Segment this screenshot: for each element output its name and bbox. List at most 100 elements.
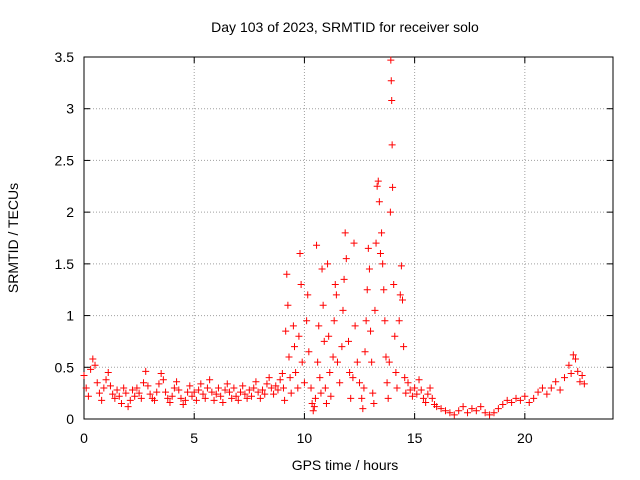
x-axis-label: GPS time / hours [292, 457, 399, 473]
data-point [325, 332, 333, 340]
data-point [263, 380, 271, 388]
data-point [221, 386, 229, 394]
data-point [380, 286, 388, 294]
data-point [433, 403, 441, 411]
data-point [347, 394, 355, 402]
data-point [383, 379, 391, 387]
data-point [543, 390, 551, 398]
data-point [508, 398, 516, 406]
data-point [525, 398, 533, 406]
data-point [261, 390, 269, 398]
data-point [285, 353, 293, 361]
data-point [327, 392, 335, 400]
data-point [446, 409, 454, 417]
data-point [387, 77, 395, 85]
data-point [303, 317, 311, 325]
data-point [309, 407, 317, 415]
data-point [168, 392, 176, 400]
data-point [472, 407, 480, 415]
data-point [331, 281, 339, 289]
data-point [274, 386, 282, 394]
data-point [300, 379, 308, 387]
data-point [408, 392, 416, 400]
data-point [310, 403, 318, 411]
data-point [155, 380, 163, 388]
data-point [494, 405, 502, 413]
data-point [426, 384, 434, 392]
data-point [290, 343, 298, 351]
data-point [552, 378, 560, 386]
data-point [512, 394, 520, 402]
data-point [166, 398, 174, 406]
data-point [401, 374, 409, 382]
x-axis: 0 5 10 15 20 [80, 57, 533, 446]
data-point [111, 394, 119, 402]
data-point [572, 355, 580, 363]
data-point [450, 411, 458, 419]
data-point [534, 388, 542, 396]
data-point [93, 379, 101, 387]
data-point [278, 369, 286, 377]
data-point [388, 141, 396, 149]
data-point [424, 390, 432, 398]
data-point [287, 389, 295, 397]
x-tick-label: 5 [190, 430, 198, 446]
data-point [100, 384, 108, 392]
data-point [340, 275, 348, 283]
data-point [294, 384, 302, 392]
data-point [567, 369, 575, 377]
data-point [521, 392, 529, 400]
data-point [162, 388, 170, 396]
data-point [378, 229, 386, 237]
data-point [365, 265, 373, 273]
data-point [372, 239, 380, 247]
chart-title: Day 103 of 2023, SRMTID for receiver sol… [211, 19, 479, 35]
data-point [322, 399, 330, 407]
data-point [267, 384, 275, 392]
data-point [464, 409, 472, 417]
data-point [140, 379, 148, 387]
data-point [307, 384, 315, 392]
data-point [245, 386, 253, 394]
data-point [206, 376, 214, 384]
data-point [210, 396, 218, 404]
y-axis: 0 0.5 1 1.5 2 2.5 3 3.5 [55, 49, 613, 427]
data-point [142, 367, 150, 375]
data-point [184, 388, 192, 396]
data-series [80, 56, 588, 419]
data-point [157, 369, 165, 377]
data-point [499, 401, 507, 409]
data-point [411, 384, 419, 392]
data-point [91, 361, 99, 369]
data-point [115, 392, 123, 400]
data-point [175, 386, 183, 394]
data-point [313, 241, 321, 249]
data-point [256, 394, 264, 402]
data-point [339, 306, 347, 314]
data-point [399, 296, 407, 304]
x-tick-label: 10 [297, 430, 313, 446]
grid-lines [84, 57, 613, 419]
data-point [195, 386, 203, 394]
data-point [396, 291, 404, 299]
data-point [203, 384, 211, 392]
data-point [333, 358, 341, 366]
data-point [252, 378, 260, 386]
data-point [330, 317, 338, 325]
data-point [346, 368, 354, 376]
data-point [376, 250, 384, 258]
data-point [565, 361, 573, 369]
data-point [569, 351, 577, 359]
data-point [84, 392, 92, 400]
data-point [82, 384, 90, 392]
data-point [422, 398, 430, 406]
data-point [538, 384, 546, 392]
data-point [106, 382, 114, 390]
data-point [580, 380, 588, 388]
data-point [254, 388, 262, 396]
data-point [284, 301, 292, 309]
data-point [332, 291, 340, 299]
data-point [358, 394, 366, 402]
data-point [351, 322, 359, 330]
data-point [381, 317, 389, 325]
